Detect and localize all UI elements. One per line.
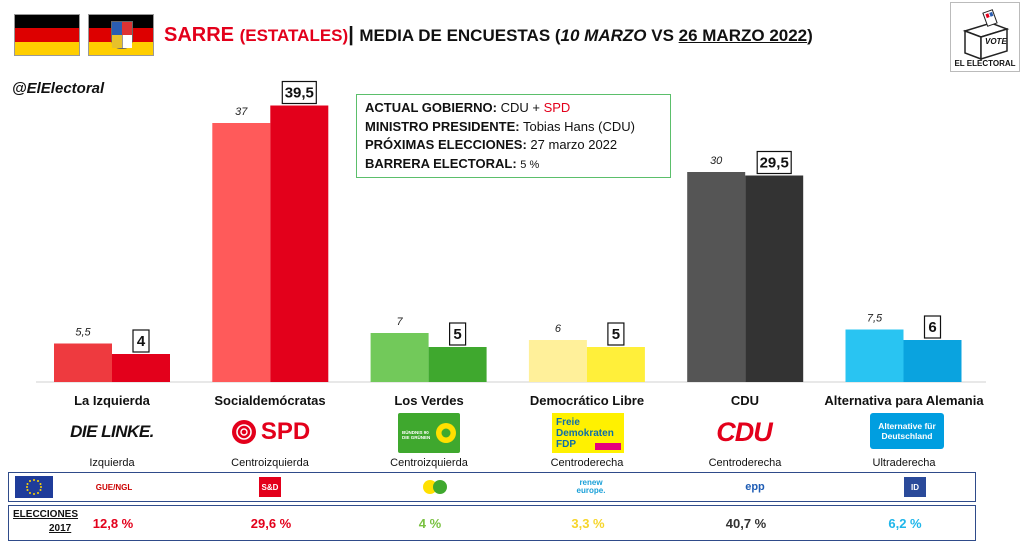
result-2017-fdp: 3,3 % [571, 516, 605, 531]
title-date-1: 10 MARZO [560, 26, 647, 45]
bar-first-afd [845, 329, 904, 382]
value-label-first-greens: 7 [397, 316, 404, 328]
info-box: ACTUAL GOBIERNO: CDU + SPD MINISTRO PRES… [356, 94, 671, 178]
title-region: SARRE [164, 24, 235, 46]
eu-groups-row: GUE/NGL S&D renew europe. epp ID [8, 472, 976, 502]
value-box-second-greens [449, 322, 467, 346]
bar-first-cdu [687, 172, 746, 382]
title-separator: | [348, 24, 354, 46]
title-close: ) [807, 26, 813, 45]
value-box-second-afd [923, 315, 942, 339]
bars-layer: 5,5 4 37 39,5 7 5 6 5 30 29,5 7,5 6 [54, 80, 962, 382]
result-2017-spd: 29,6 % [250, 516, 292, 531]
elections-2017-row: ELECCIONES 2017 12,8 % 29,6 % 4 % 3,3 % … [8, 505, 976, 541]
info-threshold: BARRERA ELECTORAL: 5 % [365, 155, 540, 171]
info-government: ACTUAL GOBIERNO: CDU + SPD [365, 100, 571, 115]
ideology-fdp: Centroderecha [550, 457, 624, 469]
bar-second-cdu [745, 175, 804, 382]
result-2017-greens: 4 % [418, 516, 442, 531]
afd-logo: Alternative für Deutschland [870, 413, 944, 449]
eu-group-epp: epp [745, 481, 765, 493]
bar-second-linke [112, 354, 170, 382]
value-label-first-spd: 37 [235, 106, 248, 118]
result-2017-linke: 12,8 % [92, 516, 134, 531]
saarland-flag [88, 14, 154, 56]
eu-group-id: ID [904, 477, 926, 497]
greens-logo: BÜNDNIS 90 DIE GRÜNEN [398, 413, 460, 453]
eu-group-gue-ngl: GUE/NGL [95, 482, 133, 492]
die-linke-logo: DIE LINKE. [70, 422, 154, 441]
value-label-first-linke: 5,5 [75, 327, 91, 339]
ideology-spd: Centroizquierda [231, 457, 309, 469]
title-vs: VS [646, 26, 679, 45]
ideology-linke: Izquierda [89, 457, 135, 469]
value-box-second-cdu [756, 150, 792, 175]
value-label-first-fdp: 6 [555, 323, 562, 335]
bar-first-spd [212, 123, 271, 382]
spd-logo: SPD [222, 413, 318, 451]
sunflower-icon [436, 423, 456, 443]
bar-second-afd [903, 340, 962, 382]
value-label-second-cdu: 29,5 [760, 155, 789, 172]
bar-first-fdp [528, 340, 587, 382]
germany-flag [14, 14, 80, 56]
title-date-2: 26 MARZO 2022 [678, 26, 808, 45]
value-box-second-linke [132, 329, 150, 353]
value-label-first-cdu: 30 [710, 155, 723, 167]
party-name-spd: Socialdemócratas [214, 393, 326, 408]
eu-group-renew: renew europe. [576, 478, 606, 495]
party-name-linke: La Izquierda [74, 393, 150, 408]
cdu-logo: CDU [716, 416, 772, 447]
logo-name-text: EL ELECTORAL [954, 59, 1016, 68]
el-electoral-logo: VOTE EL ELECTORAL [950, 2, 1020, 72]
value-label-second-linke: 4 [137, 333, 146, 350]
value-box-second-fdp [607, 322, 625, 346]
party-name-cdu: CDU [730, 393, 760, 408]
greens-efa-icon [423, 480, 447, 494]
fdp-magenta-bar [595, 443, 621, 450]
title-scope: (ESTATALES) [239, 26, 349, 45]
bar-first-greens [370, 333, 429, 382]
ideology-cdu: Centroderecha [708, 457, 782, 469]
coat-of-arms-icon [111, 21, 133, 49]
value-label-first-afd: 7,5 [867, 313, 883, 325]
bar-second-greens [428, 347, 487, 382]
result-2017-cdu: 40,7 % [725, 516, 767, 531]
bar-second-spd [270, 105, 329, 382]
eu-flag-icon [15, 476, 53, 498]
party-name-afd: Alternativa para Alemania [824, 393, 984, 408]
result-2017-afd: 6,2 % [888, 516, 922, 531]
fdp-logo: Freie Demokraten FDP [552, 413, 624, 453]
ballot-box-icon [962, 9, 1010, 61]
rose-icon [231, 420, 256, 444]
party-name-greens: Los Verdes [394, 393, 464, 408]
eu-group-sd: S&D [259, 477, 281, 497]
ideology-greens: Centroizquierda [390, 457, 468, 469]
value-label-second-afd: 6 [928, 319, 936, 336]
info-prime-minister: MINISTRO PRESIDENTE: Tobias Hans (CDU) [365, 118, 635, 134]
logo-vote-text: VOTE [985, 37, 1007, 46]
party-name-fdp: Democrático Libre [529, 393, 645, 408]
twitter-handle: @ElElectoral [12, 80, 105, 97]
bar-first-linke [54, 343, 112, 382]
value-label-second-greens: 5 [453, 326, 461, 343]
elections-2017-label: ELECCIONES 2017 [13, 509, 79, 534]
bar-second-fdp [586, 347, 645, 382]
page-title: SARRE (ESTATALES)| MEDIA DE ENCUESTAS (1… [164, 24, 813, 47]
value-box-second-spd [281, 80, 317, 105]
title-main: MEDIA DE ENCUESTAS ( [359, 26, 561, 45]
info-next-elections: PRÓXIMAS ELECCIONES: 27 marzo 2022 [365, 137, 618, 152]
eu-group-greens-efa [419, 477, 453, 497]
ideology-afd: Ultraderecha [872, 457, 936, 469]
value-label-second-spd: 39,5 [285, 85, 314, 102]
value-label-second-fdp: 5 [612, 326, 620, 343]
